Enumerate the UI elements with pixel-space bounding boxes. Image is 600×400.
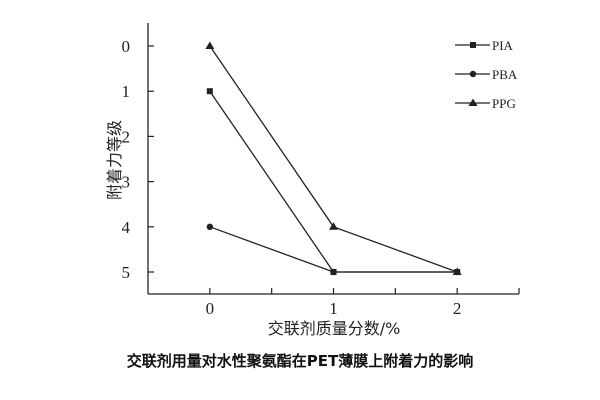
legend-marker-ppg [468, 98, 478, 106]
y-tick-label: 2 [122, 127, 131, 146]
x-tick-label: 2 [453, 299, 462, 318]
data-point-ppg [329, 222, 338, 230]
y-axis-label: 附着力等级 [105, 120, 124, 200]
series-line-pba [209, 226, 458, 273]
legend-label-ppg: PPG [492, 96, 516, 111]
legend-label-pia: PIA [492, 38, 514, 53]
y-tick-label: 3 [122, 173, 131, 192]
y-tick-label: 4 [122, 218, 131, 237]
legend-marker-pba [469, 70, 477, 78]
series-line-pia [209, 90, 458, 273]
data-point-ppg [205, 41, 215, 49]
data-point-pba [330, 268, 337, 276]
chart-title: 交联剂用量对水性聚氨酯在PET薄膜上附着力的影响 [126, 352, 474, 370]
y-tick-label: 5 [122, 263, 131, 282]
legend-marker-pia [470, 42, 476, 48]
y-tick-label: 0 [122, 37, 131, 56]
x-axis-label: 交联剂质量分数/% [268, 319, 401, 338]
data-point-pia [206, 88, 213, 95]
x-tick-label: 1 [329, 299, 338, 318]
legend-label-pba: PBA [492, 67, 518, 82]
x-tick-label: 0 [206, 299, 215, 318]
data-point-pba [206, 223, 214, 230]
y-tick-label: 1 [122, 82, 131, 101]
data-point-ppg [452, 267, 462, 275]
series-line-ppg [209, 45, 458, 273]
